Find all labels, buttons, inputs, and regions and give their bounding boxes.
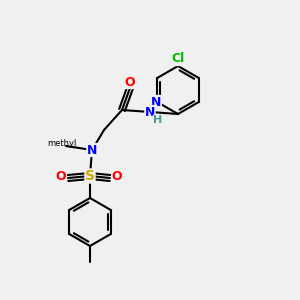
Text: S: S: [85, 169, 95, 183]
Text: H: H: [153, 115, 163, 125]
Text: N: N: [87, 143, 97, 157]
Text: O: O: [125, 76, 135, 88]
Text: O: O: [112, 170, 122, 184]
Text: Cl: Cl: [171, 52, 184, 65]
Text: methyl: methyl: [47, 140, 77, 148]
Text: N: N: [151, 95, 161, 109]
Text: N: N: [145, 106, 155, 118]
Text: O: O: [56, 170, 66, 184]
